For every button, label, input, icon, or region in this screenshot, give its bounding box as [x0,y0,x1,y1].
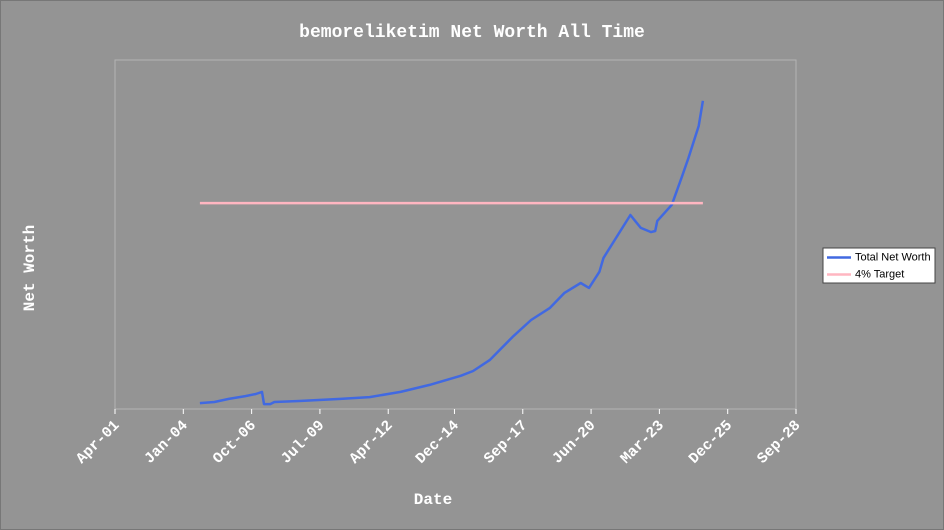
series-line [199,100,705,406]
legend-label: 4% Target [855,268,904,280]
plot-area [114,59,797,410]
y-axis-label: Net Worth [21,225,39,311]
x-axis-label: Date [414,491,452,509]
chart-title: bemoreliketim Net Worth All Time [299,23,645,43]
legend-label: Total Net Worth [855,251,931,263]
legend-box [822,247,936,284]
